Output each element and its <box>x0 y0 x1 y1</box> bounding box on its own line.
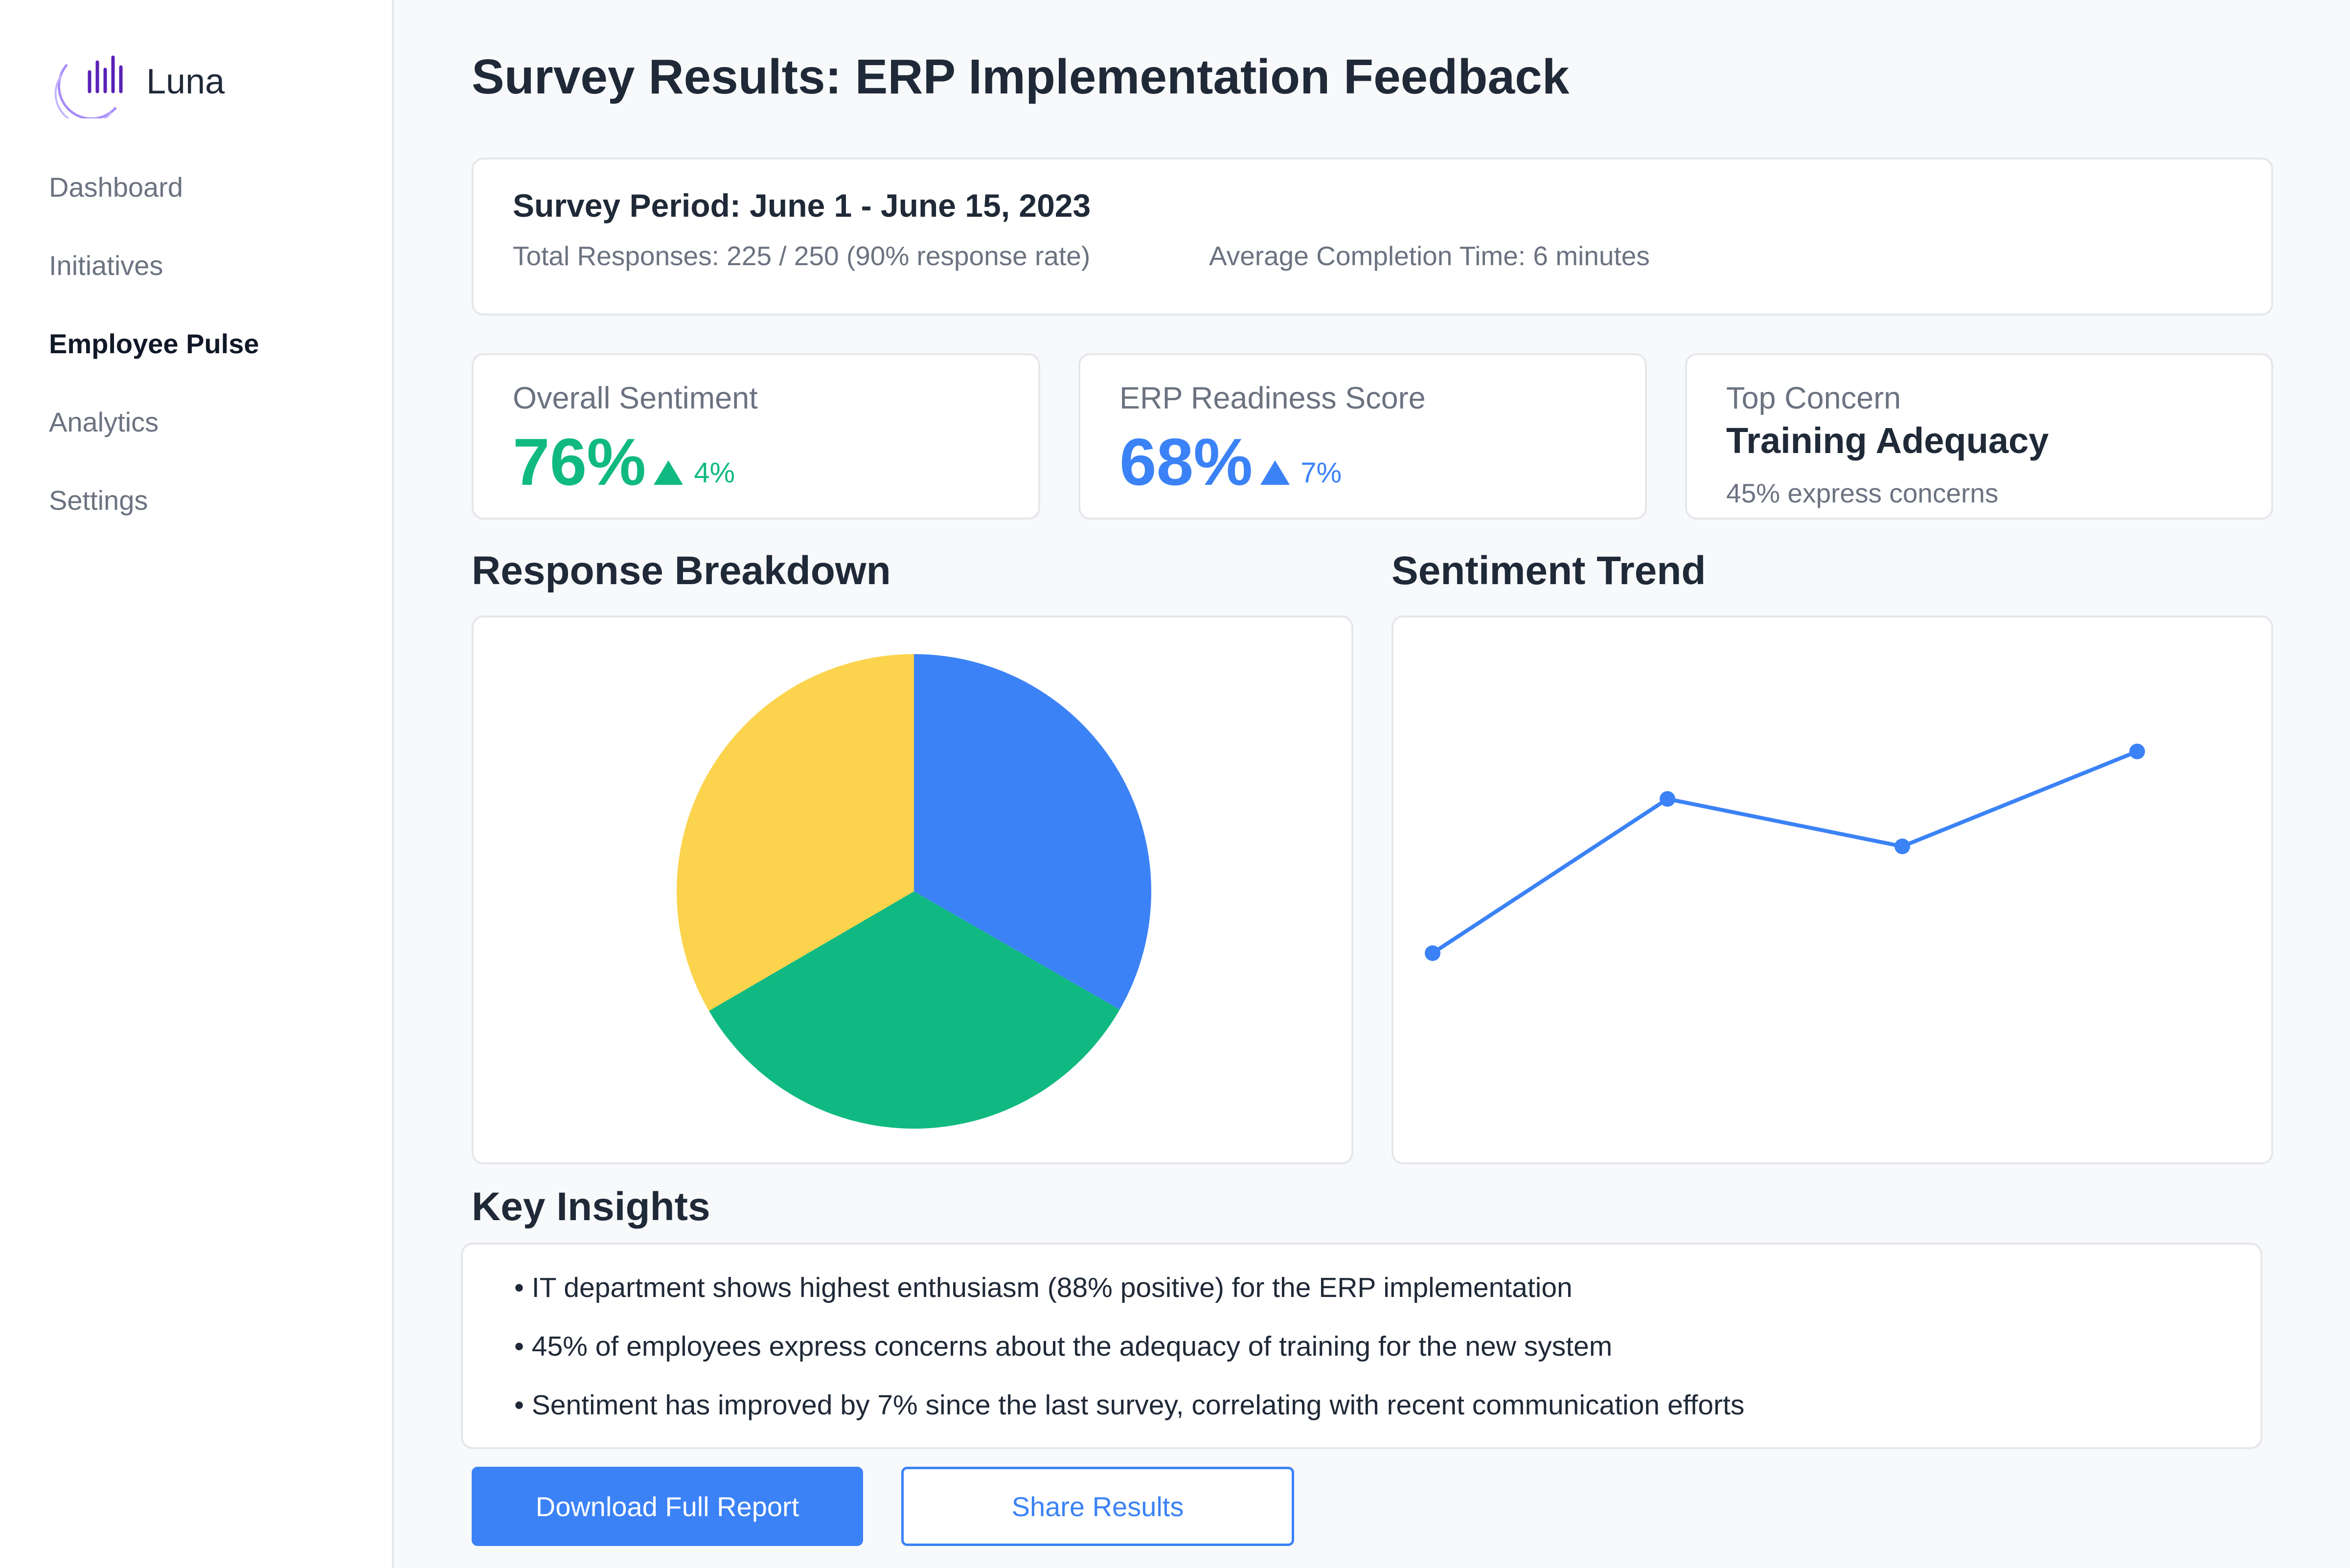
top-concern-card: Top Concern Training Adequacy 45% expres… <box>1685 353 2273 520</box>
sentiment-value: 76% <box>513 425 646 499</box>
pie-slice-2 <box>708 891 1120 1129</box>
triangle-up-icon <box>654 460 684 485</box>
concern-subtext: 45% express concerns <box>1726 478 1999 508</box>
metric-label: Overall Sentiment <box>513 381 758 415</box>
line-chart <box>1425 744 2145 961</box>
survey-period: Survey Period: June 1 - June 15, 2023 <box>513 187 1091 224</box>
metric-label: Top Concern <box>1726 381 1901 415</box>
sentiment-trend-chart <box>1392 615 2273 1164</box>
metric-value: 76% 4% <box>513 424 735 500</box>
sidebar-item-dashboard[interactable]: Dashboard <box>49 172 183 203</box>
response-breakdown-chart <box>472 615 1353 1164</box>
average-completion-time: Average Completion Time: 6 minutes <box>1209 241 1650 271</box>
pie-slice-3 <box>677 654 914 1011</box>
erp-readiness-card: ERP Readiness Score 68% 7% <box>1078 353 1647 520</box>
sentiment-change-value: 4% <box>694 456 735 489</box>
sentiment-point-3 <box>1894 839 1910 854</box>
key-insights-card: • IT department shows highest enthusiasm… <box>461 1243 2262 1449</box>
response-breakdown-title: Response Breakdown <box>472 548 891 593</box>
pie-chart <box>677 654 1151 1129</box>
sidebar-item-employee-pulse[interactable]: Employee Pulse <box>49 328 259 359</box>
metric-label: ERP Readiness Score <box>1119 381 1426 415</box>
readiness-change: 7% <box>1260 456 1342 489</box>
triangle-up-icon <box>1260 460 1290 485</box>
sidebar-item-analytics[interactable]: Analytics <box>49 407 159 437</box>
share-results-button[interactable]: Share Results <box>901 1467 1294 1546</box>
insight-item: • 45% of employees express concerns abou… <box>514 1331 1613 1362</box>
total-responses: Total Responses: 225 / 250 (90% response… <box>513 241 1091 271</box>
page-title: Survey Results: ERP Implementation Feedb… <box>472 49 1570 104</box>
app-name: Luna <box>146 62 225 101</box>
insight-item: • IT department shows highest enthusiasm… <box>514 1272 1573 1303</box>
sentiment-point-1 <box>1425 945 1440 961</box>
brand[interactable]: Luna <box>47 45 225 118</box>
luna-logo-icon <box>54 50 123 118</box>
download-report-button[interactable]: Download Full Report <box>472 1467 863 1546</box>
sentiment-trend-title: Sentiment Trend <box>1392 548 1706 593</box>
sentiment-point-2 <box>1660 791 1675 807</box>
overall-sentiment-card: Overall Sentiment 76% 4% <box>472 353 1040 520</box>
insight-item: • Sentiment has improved by 7% since the… <box>514 1389 1745 1421</box>
key-insights-title: Key Insights <box>472 1184 710 1229</box>
survey-summary-card: Survey Period: June 1 - June 15, 2023 To… <box>472 158 2273 316</box>
sidebar: Luna Dashboard Initiatives Employee Puls… <box>0 0 394 1568</box>
sentiment-change: 4% <box>654 456 735 489</box>
metric-value: 68% 7% <box>1119 424 1342 500</box>
sidebar-item-initiatives[interactable]: Initiatives <box>49 250 163 281</box>
pie-slice-1 <box>914 654 1151 1010</box>
concern-value: Training Adequacy <box>1726 420 2049 461</box>
readiness-change-value: 7% <box>1300 456 1342 489</box>
readiness-value: 68% <box>1119 425 1253 499</box>
sentiment-series-line <box>1431 750 2138 955</box>
sidebar-item-settings[interactable]: Settings <box>49 485 148 516</box>
sentiment-point-4 <box>2129 744 2145 759</box>
